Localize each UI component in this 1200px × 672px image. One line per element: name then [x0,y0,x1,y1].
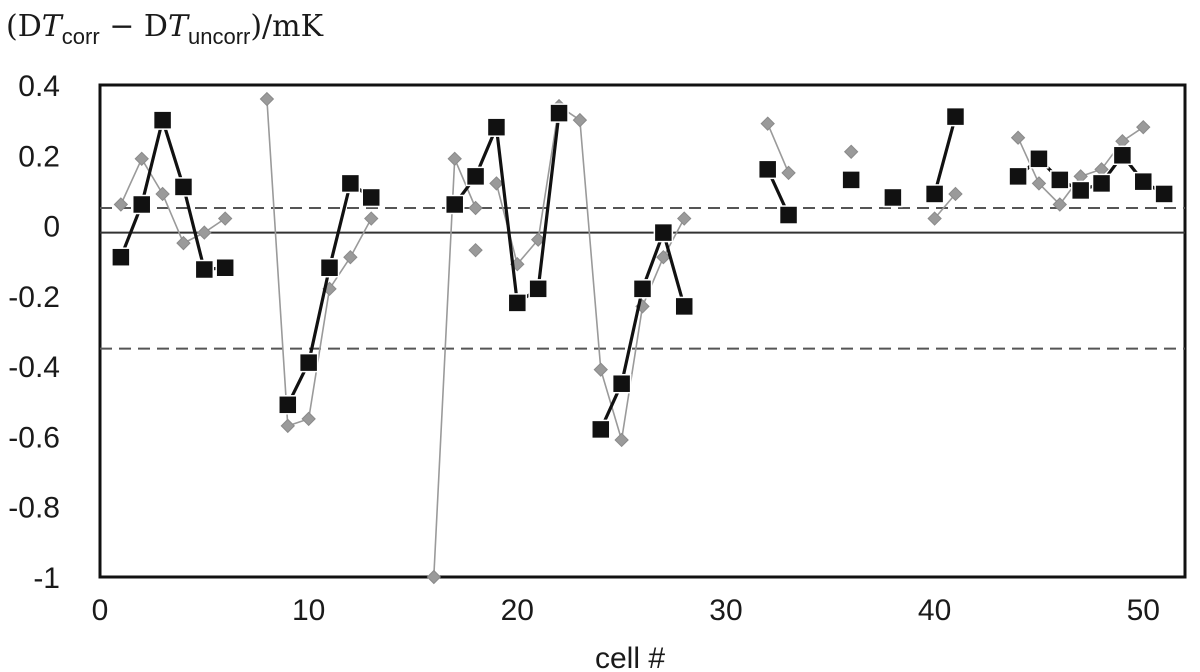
y-tick-label: -0.6 [8,421,60,454]
x-axis-label: cell # [595,642,665,672]
black-square-point [778,205,799,225]
black-square-point [278,395,298,415]
gray-diamond-point [1010,130,1026,145]
black-square-point [173,177,194,197]
black-square-point [924,184,945,204]
black-square-point [486,117,507,137]
gray-diamond-point [343,249,358,265]
black-square-point [319,257,340,278]
black-square-point [152,110,173,130]
gray-diamond-point [1031,176,1047,191]
gray-diamond-point [781,165,796,181]
black-square-point [507,293,528,313]
black-square-point [1070,180,1091,201]
black-square-point [883,187,903,208]
gray-diamond-point [280,418,295,434]
gray-diamond-point [197,225,212,240]
gray-diamond-point [1052,197,1068,212]
y-tick-label: 0.2 [18,140,60,173]
gray-diamond-point [155,186,170,202]
black-square-point [444,194,465,215]
black-square-point [1050,170,1070,190]
plot-frame [98,83,1187,579]
x-tick-label: 20 [501,594,534,627]
gray-series-line [933,193,957,220]
black-square-point [194,259,215,280]
gray-diamond-point [176,235,191,251]
gray-series-line [495,105,685,441]
black-square-point [131,194,152,215]
black-square-point [632,279,653,299]
gray-diamond-point [1136,119,1151,135]
black-square-point [465,166,486,187]
black-square-point [591,419,611,440]
gray-diamond-point [447,151,462,167]
gray-diamond-point [572,112,588,128]
black-square-point [1154,184,1174,204]
black-square-point [653,222,674,243]
black-square-point [674,296,694,317]
y-tick-label: -0.2 [8,281,60,314]
black-square-point [1091,173,1112,194]
black-square-point [1029,149,1049,169]
x-tick-label: 10 [292,594,325,627]
black-square-point [841,170,861,190]
y-tick-label: 0.4 [18,70,60,103]
gray-diamond-point [217,211,233,226]
black-square-point [1112,145,1133,166]
gray-series-line [266,99,373,427]
gray-diamond-point [468,200,483,216]
black-squares-series [111,103,1174,440]
gray-diamond-point [426,569,442,585]
gray-diamond-point [614,432,629,448]
gray-diamond-point [468,242,483,258]
gray-diamond-point [927,211,942,226]
black-square-point [757,159,778,180]
gray-diamond-point [948,186,963,202]
black-square-point [361,187,381,208]
black-square-point [340,173,361,194]
gray-diamond-point [259,91,275,107]
gray-diamond-point [301,411,316,427]
gray-diamond-point [593,362,608,377]
gray-diamond-point [364,211,379,226]
gray-diamond-point [760,116,775,131]
gray-diamond-point [530,232,546,247]
y-tick-label: -1 [33,562,60,595]
y-tick-label: -0.4 [8,351,60,384]
black-square-point [111,247,131,267]
black-series-line [599,231,686,431]
black-series-line [933,116,958,195]
black-square-point [549,103,569,123]
y-tick-label: -0.8 [8,492,60,525]
x-tick-label: 30 [709,594,742,627]
black-square-point [215,257,235,278]
gray-diamond-point [656,249,671,265]
gray-diamond-point [843,144,859,159]
black-square-point [298,352,319,373]
x-tick-label: 40 [918,594,951,627]
gray-diamond-point [113,197,129,212]
gray-diamond-point [677,211,692,226]
gray-series-line [766,123,790,174]
black-square-point [528,279,548,299]
black-square-point [611,373,632,394]
gray-diamond-point [134,151,149,167]
x-tick-label: 50 [1127,594,1160,627]
gray-diamond-point [489,176,504,191]
y-tick-label: 0 [43,211,60,244]
black-square-point [945,106,966,127]
gray-series-line [433,158,477,578]
x-tick-label: 0 [92,594,109,627]
y-axis-label: (DTcorr − DTuncorr)/mK [6,9,324,49]
black-square-point [1133,171,1154,192]
black-square-point [1008,166,1028,187]
